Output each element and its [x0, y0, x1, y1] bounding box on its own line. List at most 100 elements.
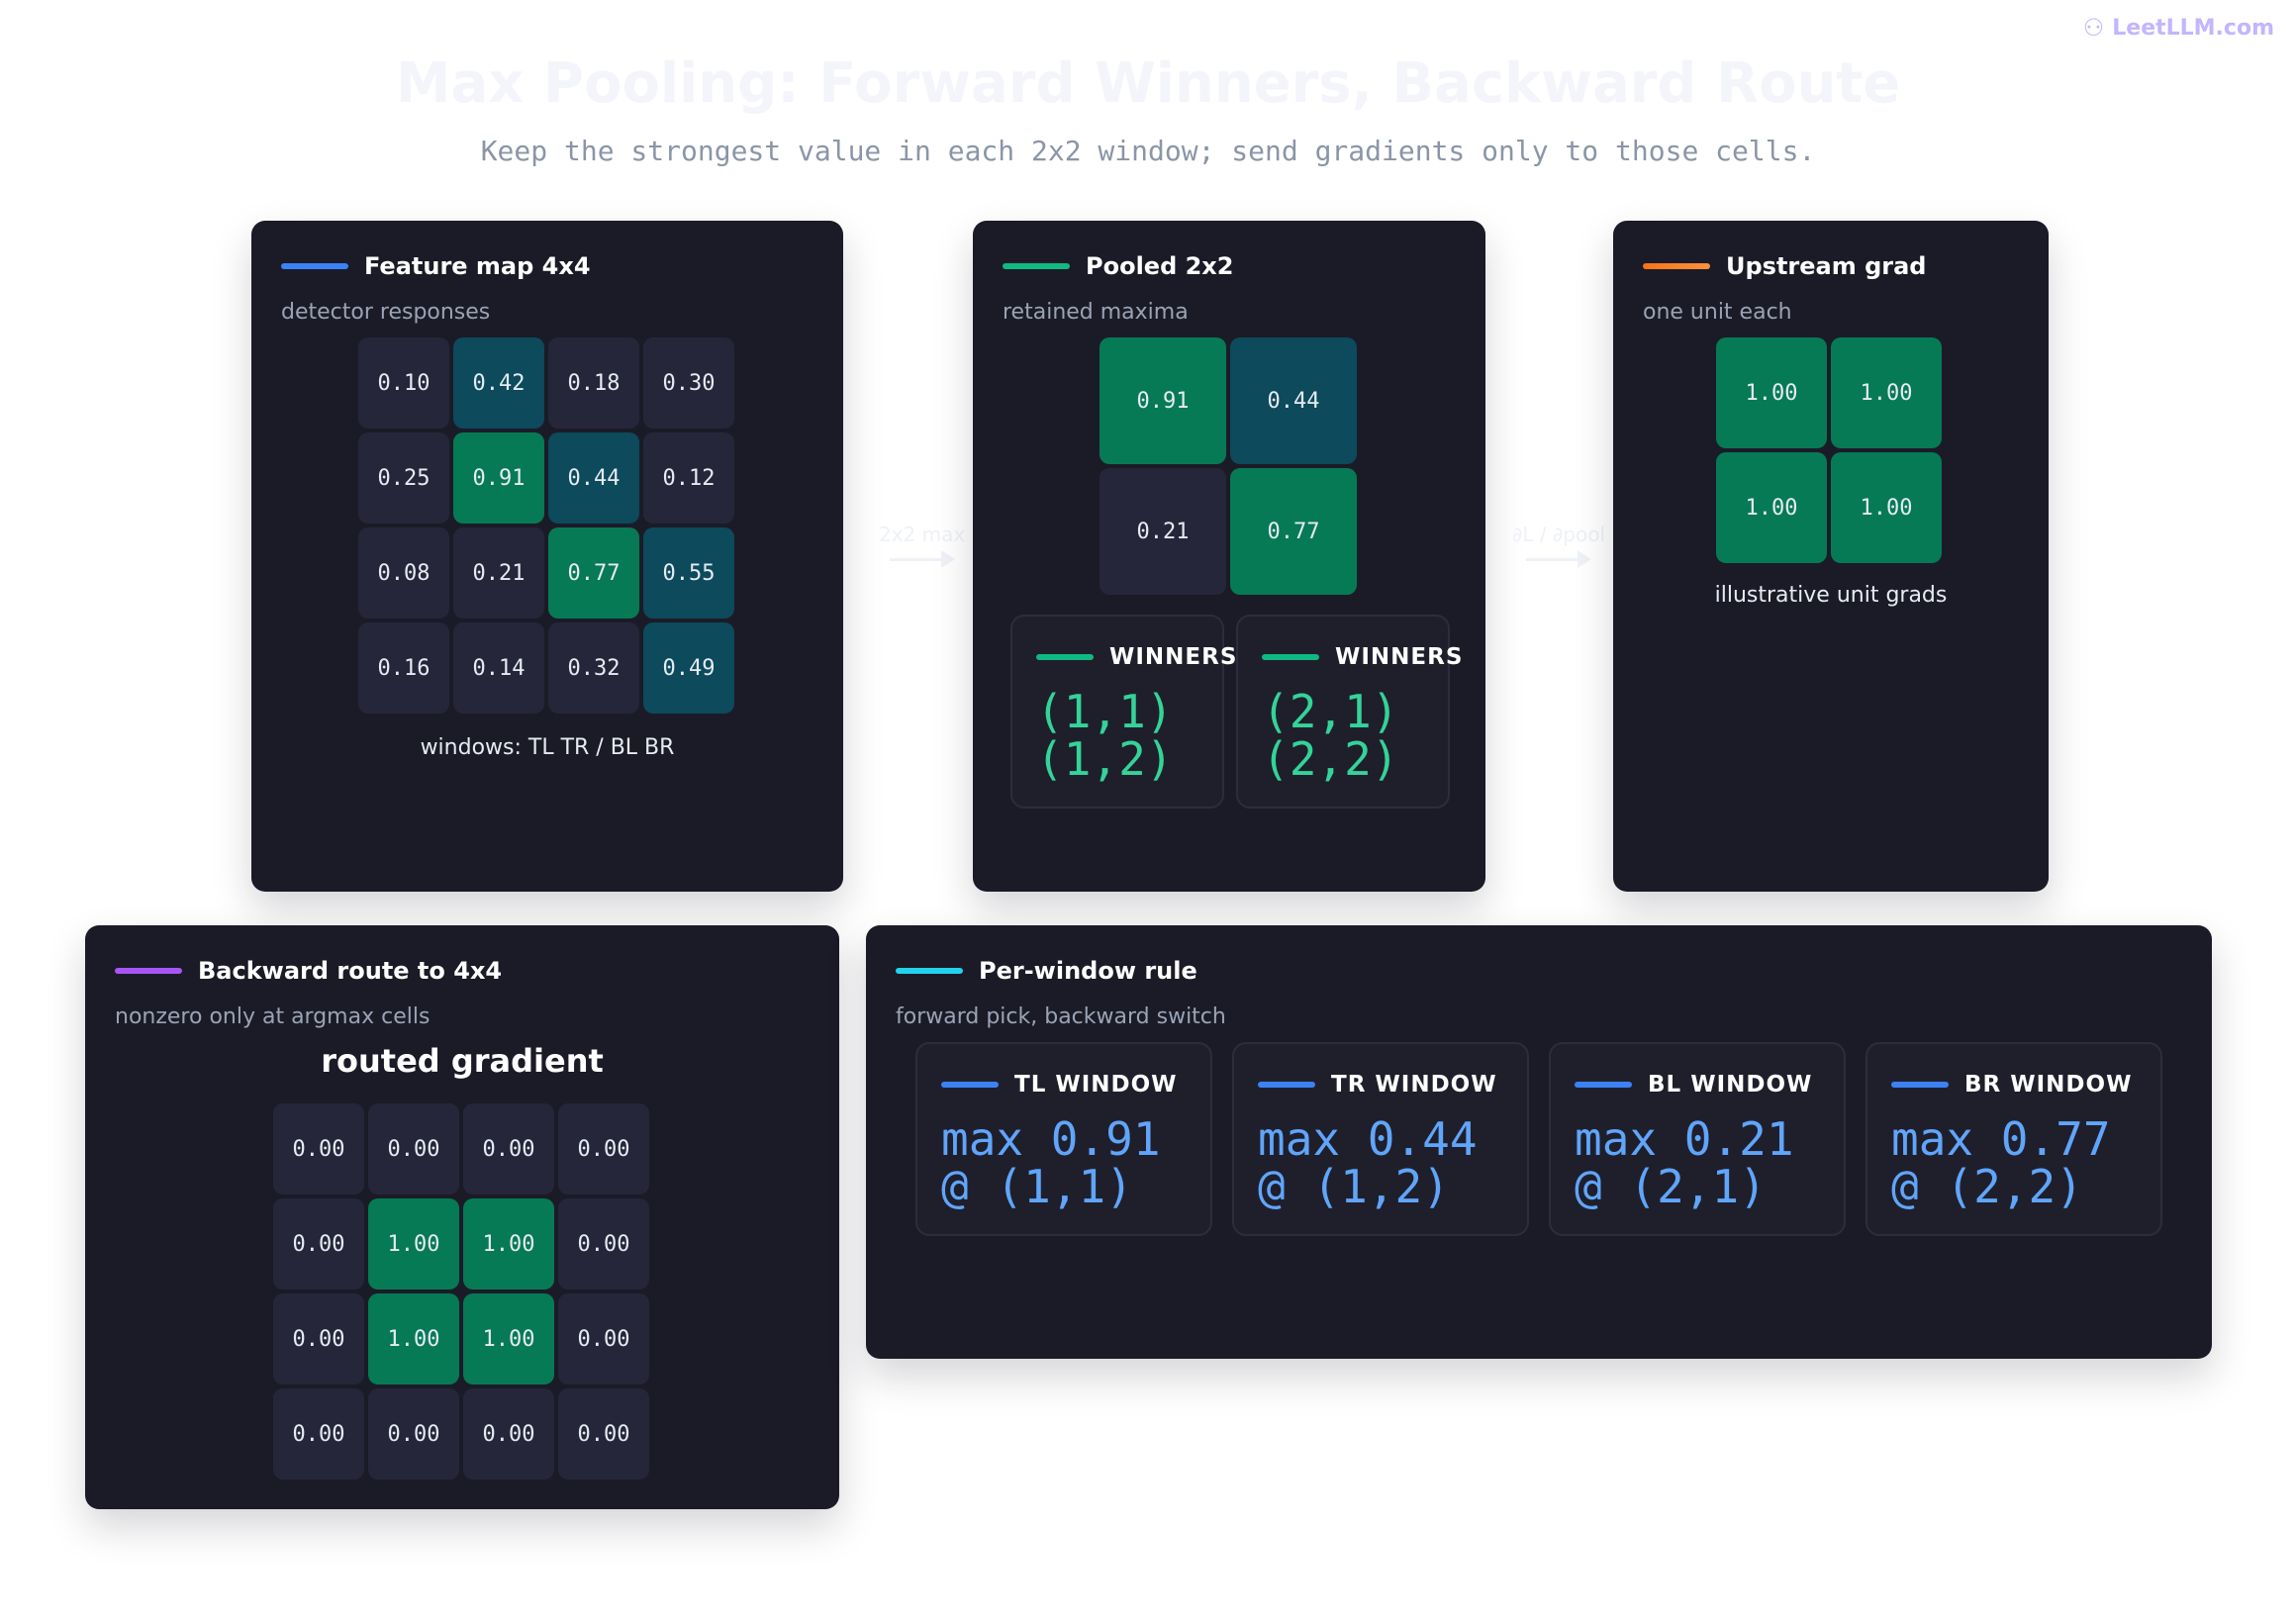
pooled-card: Pooled 2x2 retained maxima 0.91 0.44 0.21 0…: [973, 221, 1485, 892]
backward-arrow: ∂L / ∂pool: [1512, 523, 1605, 568]
rule-subtitle: forward pick, backward switch: [896, 1004, 1226, 1029]
matrix-cell: 1.00: [1831, 452, 1942, 563]
accent-bar-green: [1262, 654, 1319, 660]
rule-card: Per-window rule forward pick, backward s…: [866, 925, 2212, 1359]
winners-panel-left: WINNERS (1,1) (1,2): [1010, 615, 1236, 809]
brand-name: LeetLLM.com: [2112, 15, 2274, 41]
matrix-cell: 1.00: [368, 1198, 459, 1289]
window-argmax: @ (1,1): [941, 1160, 1133, 1213]
matrix-cell: 0.00: [273, 1103, 364, 1194]
accent-bar-blue: [1258, 1082, 1315, 1088]
feature-map-card: Feature map 4x4 detector responses 0.10 0…: [251, 221, 843, 892]
window-title: BL WINDOW: [1648, 1072, 1813, 1098]
page-title: Max Pooling: Forward Winners, Backward R…: [395, 51, 1901, 116]
window-rule: max 0.21 @ (2,1): [1575, 1115, 1794, 1210]
backward-title: Backward route to 4x4: [198, 957, 503, 985]
forward-arrow-label: 2x2 max: [879, 523, 966, 546]
matrix-cell: 0.00: [558, 1293, 649, 1384]
backward-header: Backward route to 4x4: [115, 957, 502, 985]
feature-map-subtitle: detector responses: [281, 300, 491, 325]
accent-bar-blue: [1575, 1082, 1632, 1088]
upstream-grid: 1.00 1.00 1.00 1.00: [1716, 337, 1942, 563]
matrix-cell: 0.30: [643, 337, 734, 429]
window-panel-bl: BL WINDOW max 0.21 @ (2,1): [1549, 1042, 1846, 1236]
accent-bar-green: [1003, 263, 1070, 269]
arrow-right-icon: [940, 550, 955, 568]
pooled-grid: 0.91 0.44 0.21 0.77: [1100, 337, 1357, 595]
matrix-cell: 0.00: [368, 1103, 459, 1194]
pooled-subtitle: retained maxima: [1003, 300, 1189, 325]
window-max: max 0.21: [1575, 1112, 1794, 1166]
winner-coord: (1,2): [1036, 732, 1174, 786]
pooled-title: Pooled 2x2: [1086, 252, 1234, 280]
matrix-cell: 0.25: [358, 432, 449, 524]
matrix-cell: 0.55: [643, 527, 734, 619]
matrix-cell: 1.00: [463, 1293, 554, 1384]
matrix-cell: 0.00: [273, 1293, 364, 1384]
winner-coord: (1,1): [1036, 685, 1174, 738]
matrix-cell: 0.12: [643, 432, 734, 524]
routed-gradient-label: routed gradient: [321, 1042, 604, 1080]
matrix-cell: 0.21: [453, 527, 544, 619]
winner-coord: (2,2): [1262, 732, 1399, 786]
upstream-card: Upstream grad one unit each 1.00 1.00 1.00…: [1613, 221, 2049, 892]
accent-bar-purple: [115, 968, 182, 974]
matrix-cell: 0.42: [453, 337, 544, 429]
window-panel-tr: TR WINDOW max 0.44 @ (1,2): [1232, 1042, 1529, 1236]
backward-card: Backward route to 4x4 nonzero only at ar…: [85, 925, 839, 1509]
matrix-cell: 0.00: [273, 1388, 364, 1480]
matrix-cell: 0.00: [558, 1103, 649, 1194]
pooled-header: Pooled 2x2: [1003, 252, 1233, 280]
matrix-cell: 0.77: [548, 527, 639, 619]
matrix-cell: 0.08: [358, 527, 449, 619]
window-argmax: @ (1,2): [1258, 1160, 1450, 1213]
matrix-cell: 1.00: [368, 1293, 459, 1384]
matrix-cell: 0.00: [558, 1198, 649, 1289]
matrix-cell: 0.44: [1230, 337, 1357, 464]
window-max: max 0.77: [1891, 1112, 2111, 1166]
accent-bar-orange: [1643, 263, 1710, 269]
matrix-cell: 0.00: [368, 1388, 459, 1480]
upstream-title: Upstream grad: [1726, 252, 1927, 280]
upstream-caption: illustrative unit grads: [1714, 583, 1948, 608]
matrix-cell: 0.00: [558, 1388, 649, 1480]
matrix-cell: 1.00: [463, 1198, 554, 1289]
upstream-header: Upstream grad: [1643, 252, 1927, 280]
window-rule: max 0.44 @ (1,2): [1258, 1115, 1478, 1210]
matrix-cell: 0.00: [273, 1198, 364, 1289]
window-max: max 0.91: [941, 1112, 1161, 1166]
winners-title: WINNERS: [1335, 644, 1464, 670]
accent-bar-blue: [1891, 1082, 1949, 1088]
accent-bar-blue: [941, 1082, 999, 1088]
feature-map-caption: windows: TL TR / BL BR: [420, 735, 675, 760]
routed-gradient-grid: 0.00 0.00 0.00 0.00 0.00 1.00 1.00 0.00 0.00 1.00…: [273, 1103, 649, 1480]
accent-bar-green: [1036, 654, 1094, 660]
accent-bar-cyan: [896, 968, 963, 974]
matrix-cell: 0.32: [548, 622, 639, 714]
window-title: TR WINDOW: [1331, 1072, 1497, 1098]
matrix-cell: 0.14: [453, 622, 544, 714]
window-rule: max 0.77 @ (2,2): [1891, 1115, 2111, 1210]
feature-map-header: Feature map 4x4: [281, 252, 591, 280]
matrix-cell: 0.16: [358, 622, 449, 714]
winners-panel-right: WINNERS (2,1) (2,2): [1236, 615, 1462, 809]
window-argmax: @ (2,1): [1575, 1160, 1767, 1213]
arrow-right-icon: [1578, 550, 1591, 568]
matrix-cell: 1.00: [1716, 452, 1827, 563]
matrix-cell: 0.91: [1100, 337, 1226, 464]
forward-arrow: 2x2 max: [879, 523, 965, 568]
brand-logo: ⚇ LeetLLM.com: [2083, 14, 2274, 42]
winner-coord: (2,1): [1262, 685, 1399, 738]
matrix-cell: 1.00: [1831, 337, 1942, 448]
window-rule: max 0.91 @ (1,1): [941, 1115, 1161, 1210]
window-max: max 0.44: [1258, 1112, 1478, 1166]
backward-arrow-label: ∂L / ∂pool: [1512, 523, 1606, 546]
accent-bar-blue: [281, 263, 348, 269]
matrix-cell: 0.00: [463, 1388, 554, 1480]
matrix-cell: 0.91: [453, 432, 544, 524]
brain-icon: ⚇: [2082, 14, 2105, 42]
window-panel-tl: TL WINDOW max 0.91 @ (1,1): [915, 1042, 1212, 1236]
winners-coords: (1,1) (1,2): [1036, 688, 1173, 783]
matrix-cell: 0.00: [463, 1103, 554, 1194]
rule-title: Per-window rule: [979, 957, 1197, 985]
